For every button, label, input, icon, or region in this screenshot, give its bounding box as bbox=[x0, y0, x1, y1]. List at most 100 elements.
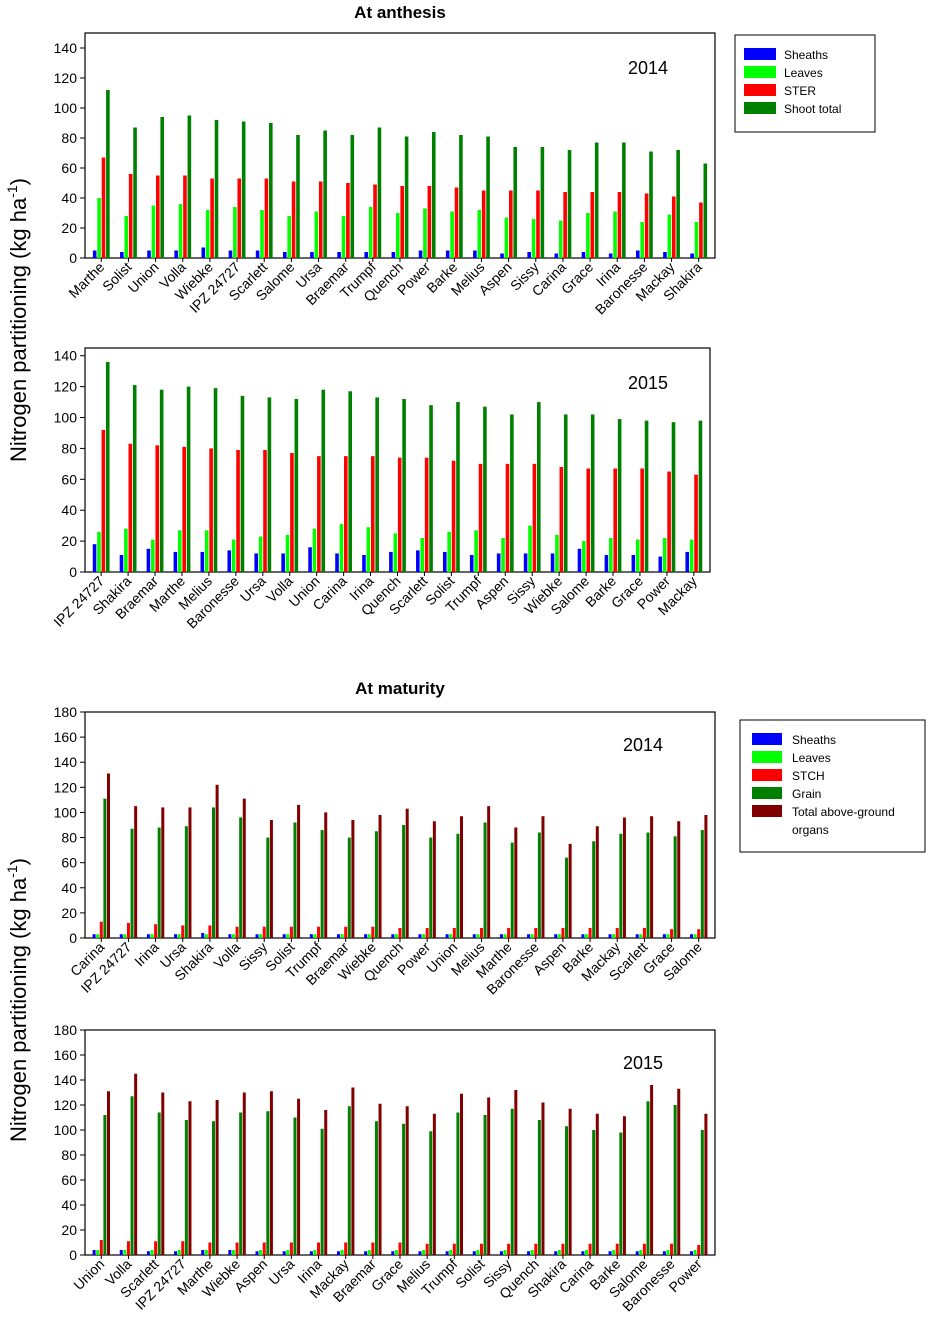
year-label: 2015 bbox=[628, 373, 668, 393]
bar-stem bbox=[291, 181, 296, 258]
bar-leaves bbox=[258, 536, 263, 572]
bar-total_above bbox=[568, 843, 572, 938]
bar-sheaths bbox=[636, 250, 640, 258]
bar-sheaths bbox=[418, 934, 422, 938]
bar-sheaths bbox=[147, 250, 151, 258]
legend-anthesis: Sheaths Leaves STER Shoot total bbox=[734, 34, 876, 133]
bar-total_above bbox=[405, 1106, 409, 1255]
bar-shoot_total bbox=[567, 150, 572, 258]
bar-stem bbox=[289, 926, 293, 938]
legend-label-ster: STER bbox=[784, 84, 816, 98]
bar-stem bbox=[563, 192, 567, 258]
bar-sheaths bbox=[418, 250, 423, 258]
bar-sheaths bbox=[255, 250, 260, 258]
bar-stem bbox=[344, 926, 348, 938]
bar-sheaths bbox=[227, 550, 232, 572]
bar-grain bbox=[619, 1132, 623, 1255]
x-tick-label: Solist bbox=[452, 1256, 488, 1292]
y-tick-label: 80 bbox=[61, 440, 77, 456]
bar-grain bbox=[429, 1131, 433, 1255]
y-tick-label: 20 bbox=[61, 533, 77, 549]
bar-sheaths bbox=[499, 1251, 503, 1255]
bar-sheaths bbox=[635, 1251, 639, 1255]
bar-sheaths bbox=[309, 934, 313, 938]
bar-total_above bbox=[242, 1092, 246, 1255]
bar-leaves bbox=[366, 527, 371, 572]
bar-sheaths bbox=[282, 1251, 286, 1255]
y-tick-label: 120 bbox=[54, 1097, 78, 1113]
bar-total_above bbox=[541, 1102, 545, 1255]
bar-stem bbox=[670, 1243, 674, 1255]
bar-shoot_total bbox=[431, 132, 436, 258]
y-tick-label: 120 bbox=[54, 779, 78, 795]
bar-sheaths bbox=[200, 551, 205, 572]
bar-stem bbox=[670, 929, 674, 938]
bar-leaves bbox=[531, 219, 536, 258]
bar-leaves bbox=[204, 530, 209, 572]
legend-label-total: Total above-ground bbox=[792, 805, 895, 819]
bar-stem bbox=[615, 927, 619, 938]
bar-total_above bbox=[106, 1091, 110, 1255]
bar-total_above bbox=[514, 827, 518, 938]
bar-stem bbox=[210, 178, 214, 258]
bar-sheaths bbox=[499, 934, 503, 938]
bar-grain bbox=[374, 1121, 378, 1255]
bar-grain bbox=[565, 857, 569, 938]
bar-grain bbox=[320, 830, 324, 938]
bar-stem bbox=[559, 466, 564, 572]
bar-shoot_total bbox=[267, 397, 272, 572]
chart-marks: 020406080100120140MartheSolistUnionVolla… bbox=[50, 40, 708, 1314]
bar-shoot_total bbox=[540, 147, 545, 258]
bar-leaves bbox=[503, 1250, 507, 1255]
bar-grain bbox=[700, 830, 704, 938]
bar-leaves bbox=[612, 934, 616, 938]
bar-stem bbox=[452, 1243, 456, 1255]
legend-swatch-leaves bbox=[752, 751, 782, 763]
bar-stem bbox=[262, 926, 266, 938]
bar-leaves bbox=[694, 222, 699, 258]
bar-total_above bbox=[269, 819, 273, 938]
bar-shoot_total bbox=[644, 420, 649, 572]
bar-leaves bbox=[477, 210, 482, 258]
bar-stem bbox=[263, 449, 267, 572]
bar-grain bbox=[266, 837, 270, 938]
bar-sheaths bbox=[92, 934, 96, 938]
bar-shoot_total bbox=[294, 398, 299, 572]
x-tick-label: Union bbox=[125, 259, 162, 296]
bar-grain bbox=[293, 1117, 297, 1255]
bar-stem bbox=[318, 181, 323, 258]
legend-swatch-leaves bbox=[744, 66, 776, 78]
bar-sheaths bbox=[685, 551, 690, 572]
bar-stem bbox=[642, 927, 646, 938]
bar-shoot_total bbox=[214, 120, 219, 258]
bar-shoot_total bbox=[241, 121, 246, 258]
bar-leaves bbox=[96, 934, 100, 938]
legend-label-sheaths: Sheaths bbox=[792, 733, 836, 747]
bar-total_above bbox=[297, 1098, 301, 1255]
bar-leaves bbox=[666, 1250, 670, 1255]
bar-shoot_total bbox=[213, 388, 218, 572]
y-tick-label: 120 bbox=[54, 70, 78, 86]
bar-sheaths bbox=[335, 553, 339, 572]
bar-grain bbox=[510, 842, 514, 938]
y-tick-label: 140 bbox=[54, 40, 78, 56]
bar-grain bbox=[700, 1130, 704, 1255]
bar-stem bbox=[155, 445, 160, 572]
y-tick-label: 0 bbox=[69, 930, 77, 946]
bar-shoot_total bbox=[323, 130, 327, 258]
bar-sheaths bbox=[228, 1250, 232, 1255]
bar-leaves bbox=[124, 216, 129, 258]
bar-sheaths bbox=[228, 934, 232, 938]
bar-leaves bbox=[422, 934, 426, 938]
bar-grain bbox=[103, 1115, 107, 1255]
bar-leaves bbox=[474, 530, 478, 572]
bar-sheaths bbox=[635, 934, 639, 938]
bar-stem bbox=[615, 1243, 619, 1255]
bar-stem bbox=[425, 927, 429, 938]
bar-shoot_total bbox=[456, 402, 460, 572]
bar-leaves bbox=[423, 208, 427, 258]
bar-sheaths bbox=[662, 934, 666, 938]
bar-shoot_total bbox=[187, 115, 192, 258]
bar-shoot_total bbox=[594, 142, 599, 258]
bar-total_above bbox=[432, 821, 436, 938]
